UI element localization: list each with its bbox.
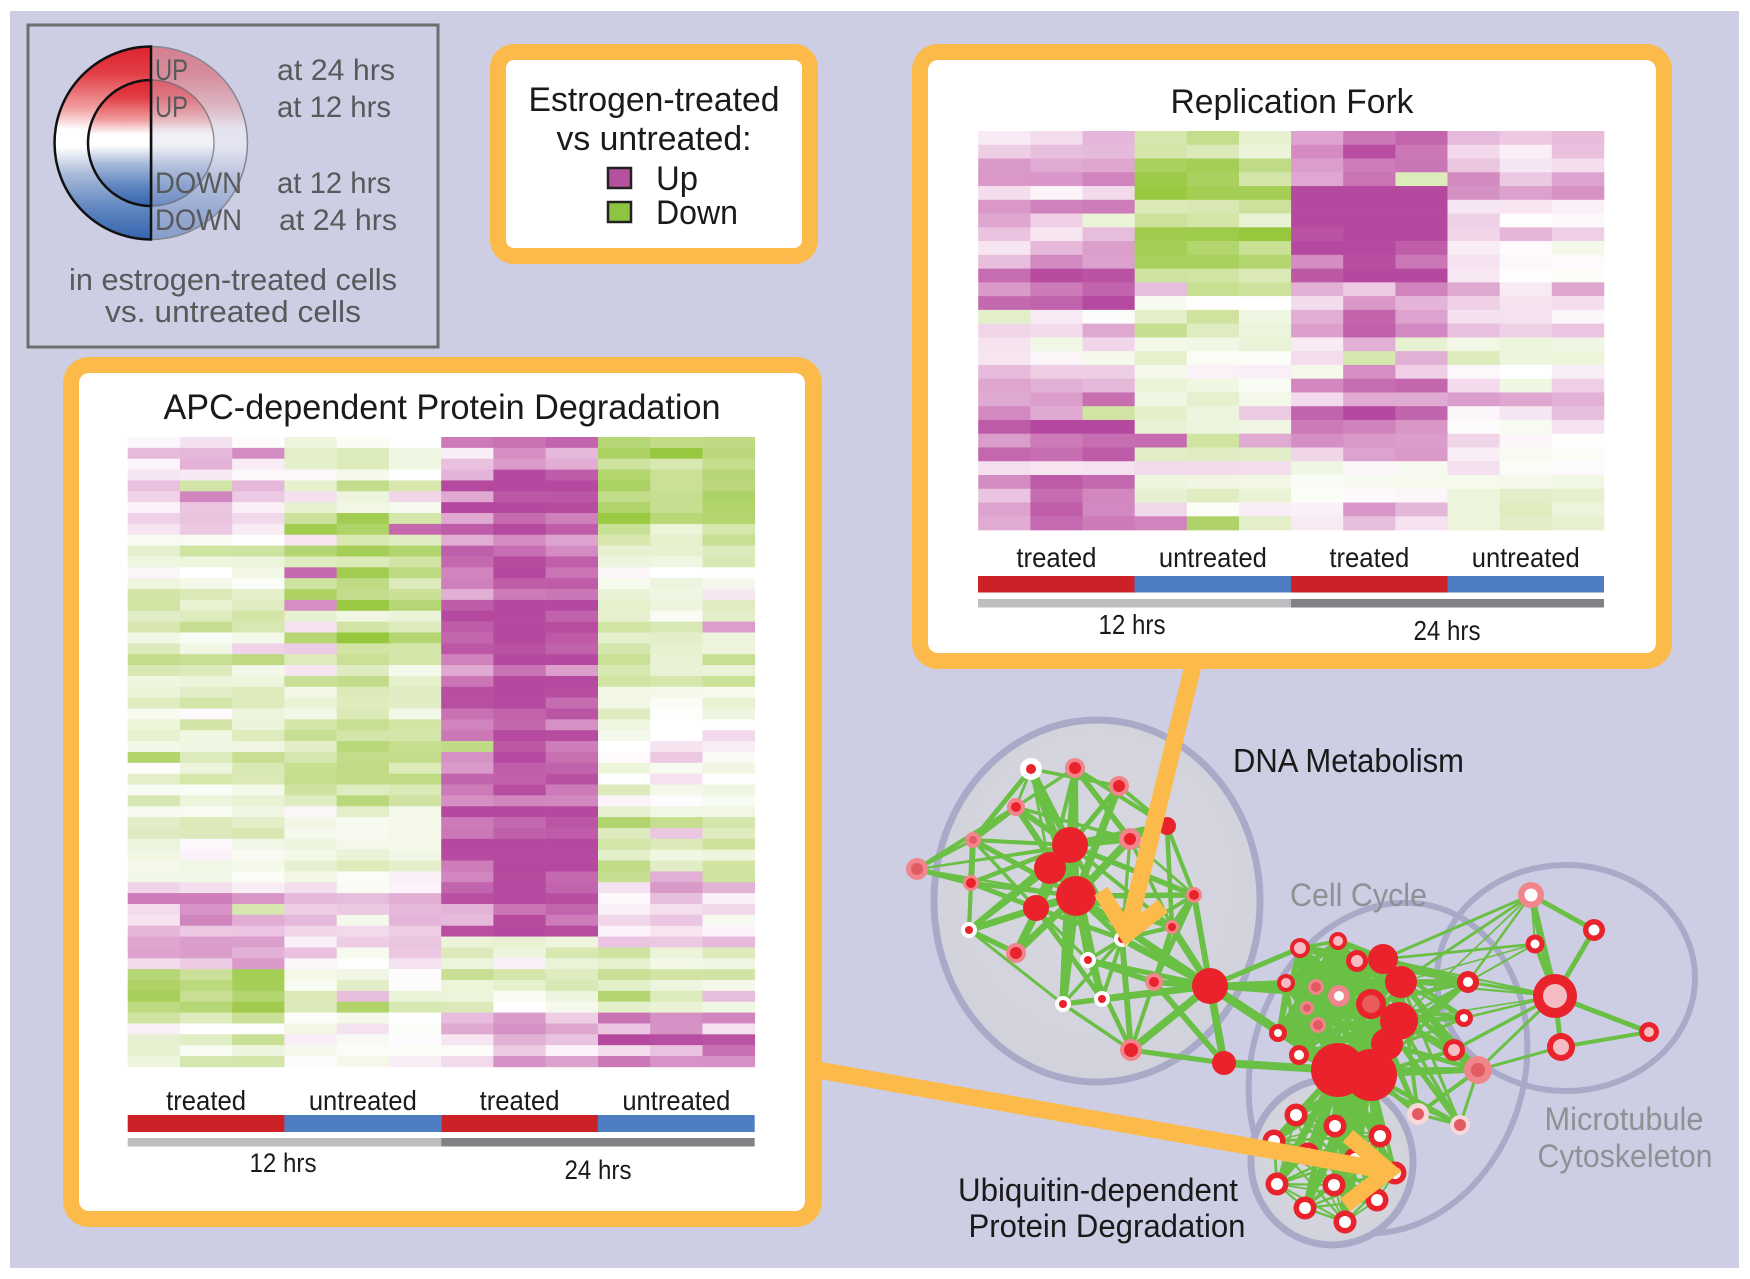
svg-text:DOWN: DOWN	[155, 204, 242, 237]
svg-text:Estrogen-treated: Estrogen-treated	[529, 81, 780, 119]
svg-text:Cell Cycle: Cell Cycle	[1290, 877, 1427, 913]
svg-text:Down: Down	[656, 194, 738, 232]
svg-text:in estrogen-treated cells: in estrogen-treated cells	[69, 262, 397, 297]
svg-text:12 hrs: 12 hrs	[1099, 609, 1166, 640]
svg-text:vs untreated:: vs untreated:	[557, 120, 752, 158]
svg-text:at 12 hrs: at 12 hrs	[277, 167, 391, 200]
svg-text:UP: UP	[155, 91, 188, 124]
svg-text:DNA Metabolism: DNA Metabolism	[1233, 742, 1464, 779]
svg-text:untreated: untreated	[622, 1085, 730, 1116]
svg-text:at 12 hrs: at 12 hrs	[277, 91, 391, 124]
svg-text:untreated: untreated	[309, 1085, 417, 1116]
svg-text:treated: treated	[1329, 542, 1409, 573]
svg-text:24 hrs: 24 hrs	[565, 1155, 632, 1185]
svg-text:DOWN: DOWN	[155, 167, 242, 200]
svg-text:Replication Fork: Replication Fork	[1171, 83, 1415, 121]
svg-text:vs. untreated cells: vs. untreated cells	[105, 294, 361, 329]
svg-text:treated: treated	[480, 1085, 560, 1116]
svg-text:Microtubule: Microtubule	[1545, 1101, 1704, 1137]
svg-text:Up: Up	[656, 160, 698, 198]
svg-text:at 24 hrs: at 24 hrs	[279, 204, 397, 237]
svg-text:Ubiquitin-dependent: Ubiquitin-dependent	[958, 1172, 1238, 1208]
svg-text:at 24 hrs: at 24 hrs	[277, 54, 395, 87]
svg-text:Cytoskeleton: Cytoskeleton	[1538, 1138, 1713, 1174]
svg-text:Protein Degradation: Protein Degradation	[969, 1208, 1246, 1244]
svg-text:APC-dependent Protein Degradat: APC-dependent Protein Degradation	[164, 388, 721, 427]
svg-text:treated: treated	[1016, 542, 1096, 573]
svg-text:treated: treated	[166, 1085, 246, 1116]
svg-text:untreated: untreated	[1159, 542, 1267, 573]
svg-text:untreated: untreated	[1472, 542, 1580, 573]
svg-text:UP: UP	[155, 54, 188, 87]
svg-text:12 hrs: 12 hrs	[250, 1148, 317, 1178]
svg-text:24 hrs: 24 hrs	[1414, 615, 1481, 646]
